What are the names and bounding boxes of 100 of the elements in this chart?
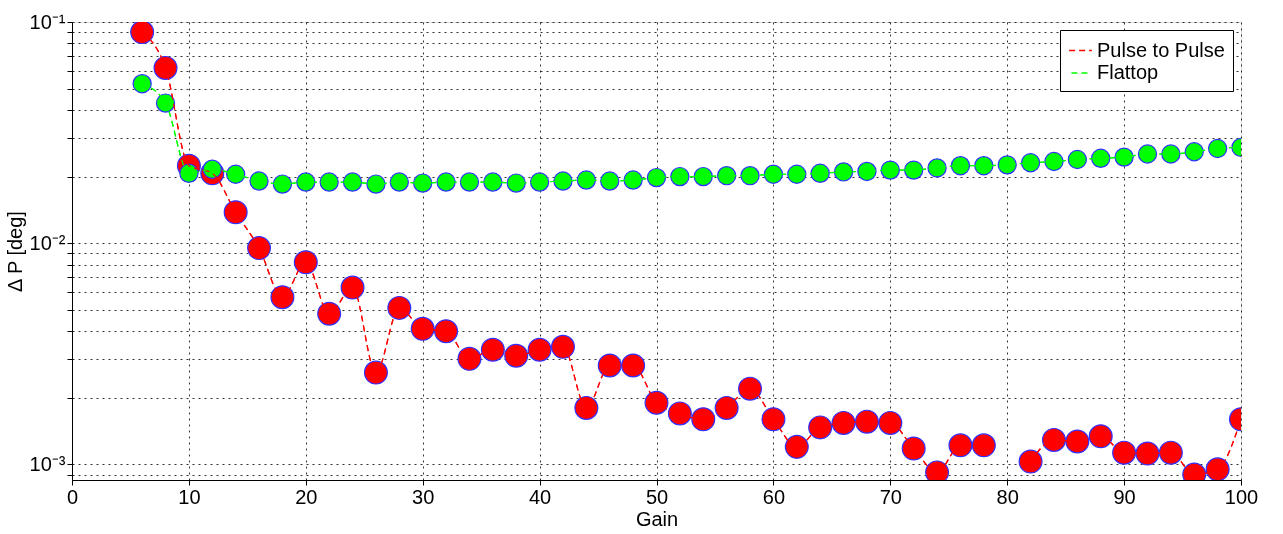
point bbox=[1137, 144, 1158, 164]
x-tick-label: 40 bbox=[528, 485, 552, 508]
point bbox=[597, 353, 622, 378]
point bbox=[480, 337, 505, 362]
point bbox=[623, 170, 643, 190]
point bbox=[387, 295, 412, 320]
point bbox=[1088, 424, 1113, 449]
x-tick-label: 100 bbox=[1224, 485, 1259, 508]
point bbox=[901, 436, 926, 461]
point bbox=[296, 172, 316, 192]
point bbox=[763, 164, 784, 184]
point bbox=[716, 165, 737, 186]
point bbox=[738, 376, 763, 401]
point bbox=[223, 200, 248, 225]
x-tick-label: 90 bbox=[1113, 485, 1136, 508]
point bbox=[714, 395, 739, 420]
point bbox=[132, 74, 152, 94]
point bbox=[1065, 429, 1090, 454]
point bbox=[1018, 449, 1043, 474]
legend-label: Flattop bbox=[1097, 61, 1159, 83]
point bbox=[457, 346, 482, 371]
point bbox=[808, 415, 833, 440]
point bbox=[366, 174, 386, 194]
point bbox=[880, 160, 900, 180]
point bbox=[413, 173, 433, 193]
point bbox=[155, 93, 176, 113]
point bbox=[319, 172, 339, 192]
point bbox=[1041, 427, 1066, 452]
point bbox=[1114, 147, 1134, 167]
point bbox=[997, 155, 1017, 175]
point bbox=[948, 433, 973, 458]
point bbox=[527, 337, 552, 362]
point bbox=[1135, 441, 1160, 466]
point bbox=[553, 171, 573, 191]
y-axis-title: Δ P [deg] bbox=[3, 211, 26, 292]
point bbox=[904, 160, 924, 180]
x-axis-title: Gain bbox=[635, 507, 679, 530]
point bbox=[225, 164, 246, 184]
point bbox=[576, 170, 597, 190]
point bbox=[644, 390, 669, 415]
point bbox=[950, 156, 971, 176]
point bbox=[857, 161, 877, 182]
point bbox=[506, 173, 526, 193]
point bbox=[621, 353, 646, 378]
point bbox=[504, 343, 529, 368]
point bbox=[878, 410, 903, 435]
x-tick-label: 0 bbox=[66, 485, 79, 508]
point bbox=[1205, 457, 1230, 480]
point bbox=[761, 407, 786, 432]
point bbox=[670, 166, 690, 187]
point bbox=[389, 172, 409, 192]
x-tick-label: 70 bbox=[879, 485, 902, 508]
point bbox=[247, 236, 272, 261]
point bbox=[667, 401, 692, 426]
point bbox=[974, 156, 994, 176]
point bbox=[600, 171, 620, 191]
point bbox=[342, 172, 363, 192]
point bbox=[1207, 138, 1228, 159]
y-tick-label: 10⁻¹ bbox=[29, 10, 66, 33]
y-tick-label: 10⁻² bbox=[29, 231, 66, 254]
point bbox=[459, 172, 480, 192]
point bbox=[293, 250, 318, 275]
x-tick-label: 80 bbox=[996, 485, 1019, 508]
point bbox=[410, 316, 435, 341]
point bbox=[434, 319, 459, 344]
point bbox=[787, 164, 807, 184]
point bbox=[1158, 440, 1183, 465]
point bbox=[574, 395, 599, 420]
point bbox=[529, 172, 550, 192]
x-tick-label: 50 bbox=[645, 485, 669, 508]
point bbox=[1091, 148, 1111, 168]
point bbox=[693, 166, 713, 187]
point bbox=[130, 22, 155, 45]
point bbox=[971, 433, 996, 458]
point bbox=[153, 55, 178, 80]
point bbox=[927, 158, 947, 178]
point bbox=[1044, 151, 1064, 172]
point bbox=[784, 434, 809, 459]
point bbox=[810, 163, 830, 183]
point bbox=[317, 301, 342, 326]
point bbox=[854, 409, 879, 434]
point bbox=[249, 171, 269, 191]
point bbox=[833, 162, 854, 182]
point bbox=[1184, 142, 1204, 162]
point bbox=[1112, 440, 1137, 465]
point bbox=[831, 410, 856, 435]
point bbox=[363, 360, 388, 385]
x-tick-label: 30 bbox=[412, 485, 435, 508]
point bbox=[272, 174, 293, 194]
point bbox=[1020, 153, 1041, 173]
x-tick-label: 10 bbox=[178, 485, 201, 508]
legend-label: Pulse to Pulse bbox=[1097, 38, 1225, 61]
point bbox=[550, 334, 575, 359]
point bbox=[1067, 149, 1088, 170]
x-tick-label: 60 bbox=[762, 485, 786, 508]
point bbox=[740, 165, 760, 186]
point bbox=[691, 407, 716, 432]
point bbox=[270, 285, 295, 310]
point bbox=[483, 172, 503, 192]
x-tick-label: 20 bbox=[295, 485, 318, 508]
